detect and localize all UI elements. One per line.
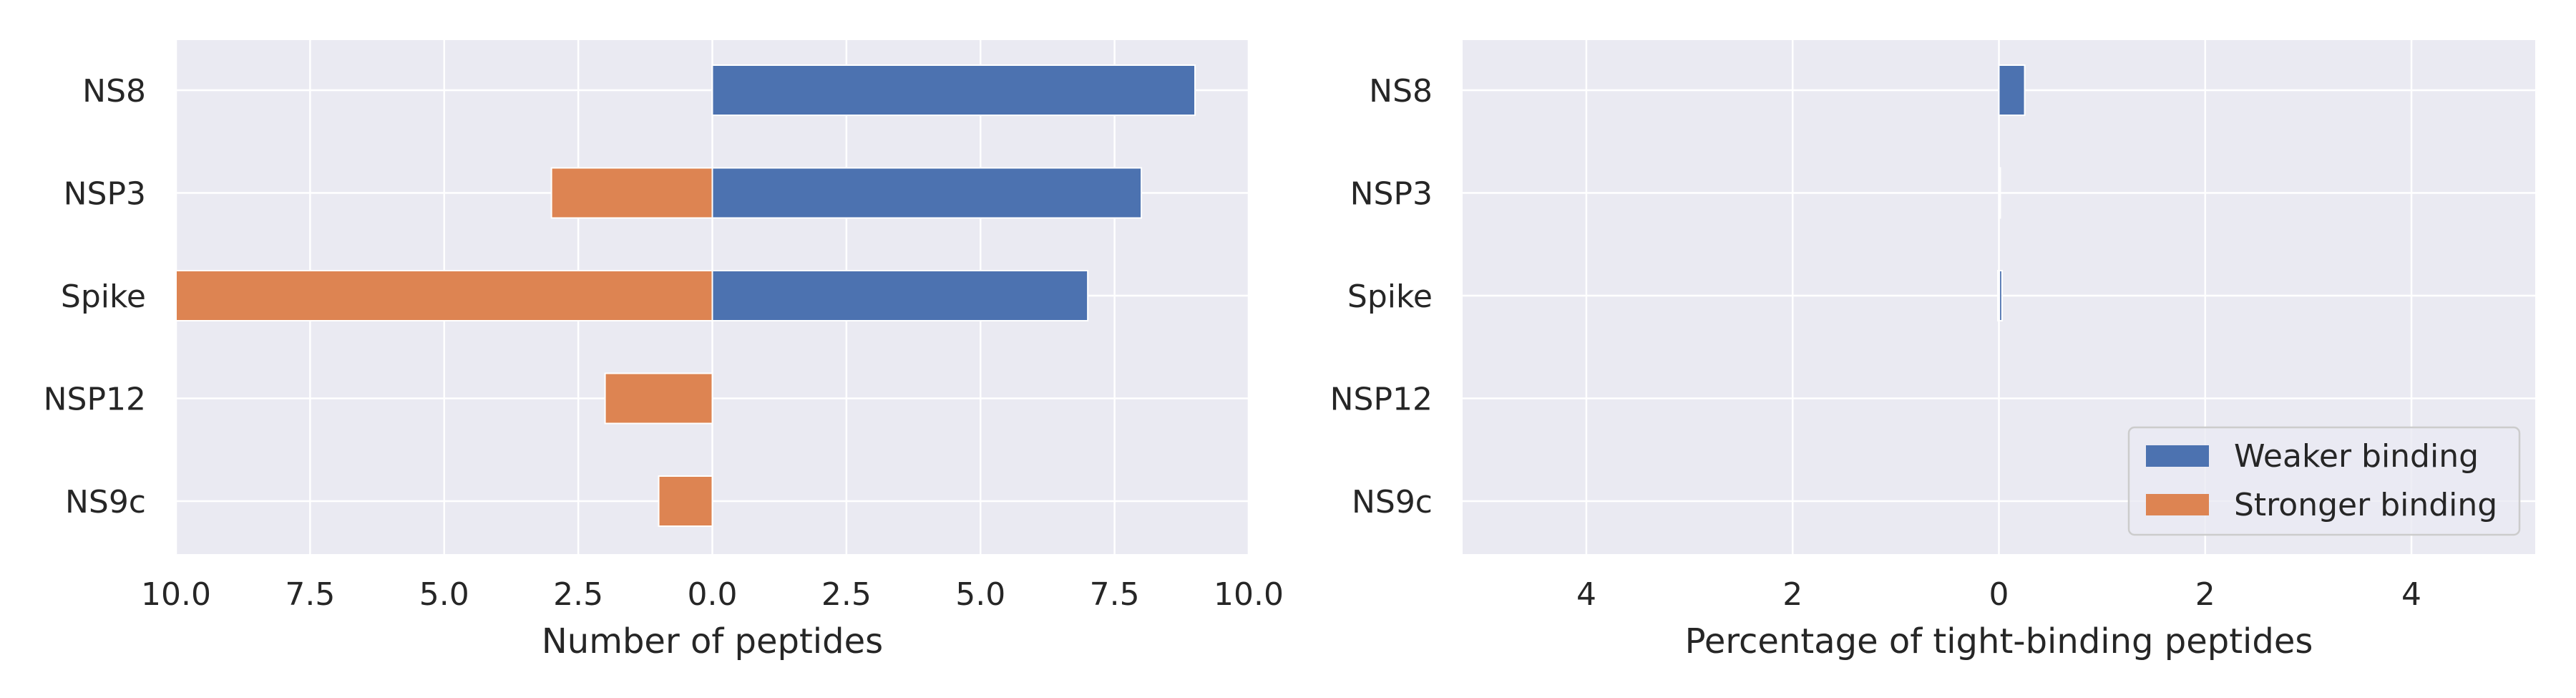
legend-swatch-stronger	[2146, 494, 2209, 515]
legend-frame	[2127, 426, 2521, 536]
y-tick-label: NSP12	[1330, 382, 1433, 418]
x-axis-label: Number of peptides	[542, 621, 883, 661]
y-tick-label: Spike	[61, 278, 146, 315]
x-tick-label: 2.5	[821, 576, 872, 613]
bar-stronger-nsp3	[550, 167, 713, 219]
bar-stronger-spike	[175, 270, 713, 321]
x-tick-label: 5.0	[419, 576, 469, 613]
bar-stronger-nsp12	[604, 372, 713, 425]
x-tick-label: 0	[1989, 576, 2009, 613]
x-axis-label: Percentage of tight-binding peptides	[1685, 621, 2313, 661]
x-tick-label: 10.0	[1214, 576, 1284, 613]
x-tick-label: 4	[2401, 576, 2421, 613]
x-tick-label: 10.0	[141, 576, 211, 613]
legend-swatch-weaker	[2146, 445, 2209, 467]
bar-weaker-nsp3	[711, 167, 1143, 219]
bar-stronger-spike	[1997, 270, 2001, 321]
y-tick-label: NSP12	[44, 382, 146, 418]
chart-panel-1: NS8 NSP3 Spike NSP12 NS9c 10.0 7.5 5.0 2.5 0.0 2.5…	[44, 40, 1284, 661]
x-tick-label: 7.5	[1090, 576, 1140, 613]
x-tick-label: 2.5	[553, 576, 603, 613]
legend: Weaker binding Stronger binding	[2127, 426, 2521, 536]
y-tick-label: NS9c	[1352, 484, 1433, 520]
bar-weaker-spike	[711, 270, 1089, 321]
y-tick-label: NS9c	[65, 484, 146, 520]
y-tick-label: Spike	[1347, 278, 1433, 315]
y-tick-label: NSP3	[64, 176, 146, 213]
bar-weaker-ns8	[711, 64, 1196, 116]
chart-panel-2: NS8 NSP3 Spike NSP12 NS9c 4 2 0 2 4 Percentage of …	[1330, 40, 2535, 661]
y-tick-label: NS8	[1369, 73, 1433, 110]
x-tick-label: 7.5	[285, 576, 335, 613]
x-tick-label: 2	[1782, 576, 1802, 613]
x-tick-label: 0.0	[688, 576, 738, 613]
bar-weaker-nsp3	[1998, 167, 2001, 219]
bar-weaker-ns8	[1998, 64, 2026, 116]
bar-stronger-ns9c	[658, 475, 713, 527]
y-tick-label: NSP3	[1350, 176, 1433, 213]
x-tick-label: 5.0	[955, 576, 1005, 613]
x-tick-label: 2	[2195, 576, 2215, 613]
y-tick-label: NS8	[82, 73, 146, 110]
legend-label: Stronger binding	[2234, 487, 2497, 523]
legend-label: Weaker binding	[2234, 438, 2479, 475]
x-tick-label: 4	[1576, 576, 1596, 613]
